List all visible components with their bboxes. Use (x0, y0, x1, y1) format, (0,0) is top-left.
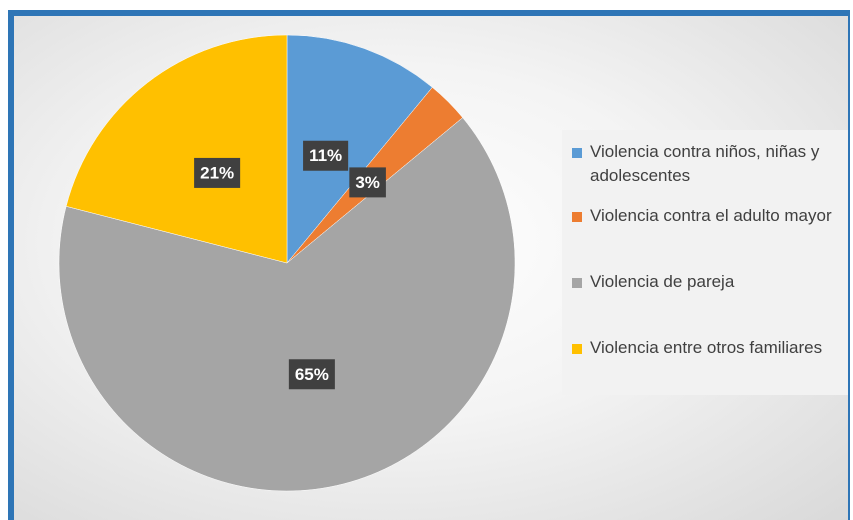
legend-label: Violencia contra el adulto mayor (590, 206, 832, 225)
value-label-group: 65% (288, 359, 335, 390)
value-label-group: 3% (349, 167, 386, 198)
value-label-box (288, 359, 335, 390)
pie-slice (286, 34, 433, 264)
legend-swatch (572, 278, 582, 288)
legend: Violencia contra niños, niñas y adolesce… (562, 130, 848, 395)
pie-slice (65, 34, 288, 264)
legend-label: Violencia contra niños, niñas y adolesce… (590, 142, 820, 185)
legend-swatch (572, 344, 582, 354)
value-label: 3% (355, 173, 380, 192)
value-label-box (303, 140, 349, 171)
value-label: 21% (200, 163, 234, 182)
pie-slice (58, 117, 516, 492)
value-label: 65% (295, 365, 329, 384)
legend-swatch (572, 148, 582, 158)
value-label-group: 11% (303, 140, 349, 171)
value-label-group: 21% (194, 157, 241, 188)
value-label-box (349, 167, 386, 198)
legend-swatch (572, 212, 582, 222)
legend-label: Violencia entre otros familiares (590, 338, 823, 357)
value-label-box (194, 157, 241, 188)
legend-label: Violencia de pareja (590, 272, 735, 291)
value-label: 11% (309, 146, 342, 165)
